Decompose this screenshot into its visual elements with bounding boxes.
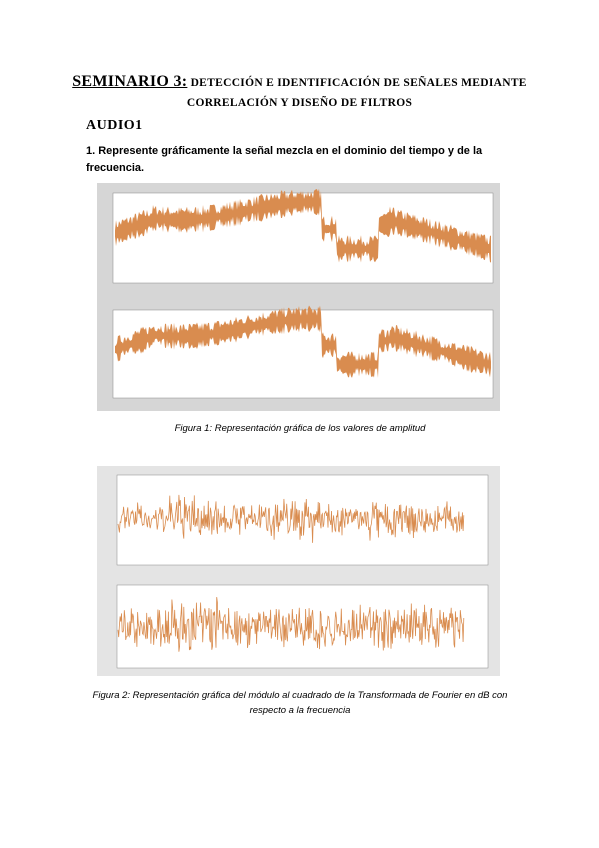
- signal-trace: [115, 188, 491, 263]
- title: SEMINARIO 3: DETECCIÓN E IDENTIFICACIÓN …: [60, 72, 539, 113]
- figure-caption: Figura 1: Representación gráfica de los …: [174, 423, 426, 434]
- signal-trace: [115, 305, 491, 378]
- plot-area: [116, 584, 489, 669]
- figure-caption: Figura 2: Representación gráfica del mód…: [92, 690, 508, 716]
- signal-trace: [117, 494, 465, 543]
- title-lead: SEMINARIO 3:: [72, 73, 188, 90]
- section-heading: AUDIO1: [86, 118, 143, 133]
- signal-trace: [117, 597, 465, 652]
- question: 1. Represente gráficamente la señal mezc…: [86, 145, 483, 174]
- title-rest: DETECCIÓN E IDENTIFICACIÓN DE SEÑALES ME…: [186, 77, 527, 109]
